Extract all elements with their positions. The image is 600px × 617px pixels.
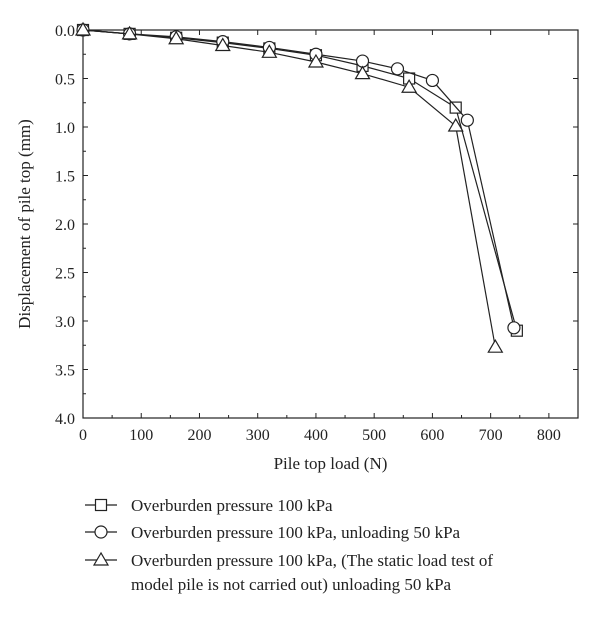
y-tick-label: 3.0 bbox=[55, 314, 75, 331]
data-point-triangle bbox=[261, 44, 278, 58]
x-tick-label: 700 bbox=[479, 427, 503, 444]
x-tick-label: 0 bbox=[79, 427, 87, 444]
data-point-triangle bbox=[74, 21, 92, 36]
legend-item: Overburden pressure 100 kPa bbox=[85, 496, 333, 515]
data-point-triangle bbox=[447, 117, 464, 132]
data-point-triangle bbox=[168, 30, 185, 45]
data-point-triangle bbox=[487, 338, 504, 353]
data-point-circle bbox=[460, 113, 474, 127]
legend-item: Overburden pressure 100 kPa, unloading 5… bbox=[85, 523, 461, 542]
y-tick-label: 1.0 bbox=[55, 120, 75, 137]
data-point-circle bbox=[355, 54, 370, 68]
series-layer bbox=[74, 21, 523, 353]
y-tick-label: 2.5 bbox=[55, 266, 75, 283]
data-point-circle bbox=[507, 321, 521, 335]
series-line bbox=[82, 29, 496, 348]
x-tick-label: 500 bbox=[362, 427, 386, 444]
x-axis-title: Pile top load (N) bbox=[274, 454, 388, 473]
legend-label: Overburden pressure 100 kPa, unloading 5… bbox=[131, 523, 461, 542]
legend-marker-square bbox=[94, 498, 108, 512]
data-point-triangle bbox=[354, 65, 371, 80]
legend-label: model pile is not carried out) unloading… bbox=[131, 575, 452, 594]
x-tick-label: 300 bbox=[246, 427, 270, 444]
y-tick-label: 3.5 bbox=[55, 363, 75, 380]
x-tick-label: 100 bbox=[129, 427, 153, 444]
legend-label: Overburden pressure 100 kPa bbox=[131, 496, 333, 515]
x-axis: 0 100 200 300 400 500 600 700 800 bbox=[79, 30, 561, 444]
data-point-triangle bbox=[307, 53, 324, 68]
plot-area bbox=[82, 29, 579, 419]
series-triangle bbox=[74, 21, 504, 353]
series-circle bbox=[76, 23, 521, 335]
y-axis: 0.0 0.5 1.0 1.5 2.0 2.5 3.0 3.5 4.0 bbox=[55, 23, 578, 428]
x-tick-label: 400 bbox=[304, 427, 328, 444]
series-line bbox=[82, 29, 515, 328]
y-tick-label: 0.5 bbox=[55, 72, 75, 89]
series-square bbox=[76, 23, 523, 337]
plot-frame bbox=[82, 29, 579, 419]
x-tick-label: 200 bbox=[187, 427, 211, 444]
y-tick-label: 1.5 bbox=[55, 169, 75, 186]
legend-marker-triangle bbox=[92, 551, 110, 566]
data-point-triangle bbox=[214, 37, 231, 52]
y-axis-title: Displacement of pile top (mm) bbox=[15, 119, 34, 329]
data-point-circle bbox=[390, 62, 405, 76]
legend-label: Overburden pressure 100 kPa, (The static… bbox=[131, 551, 493, 570]
legend: Overburden pressure 100 kPa Overburden pr… bbox=[85, 496, 493, 594]
data-point-triangle bbox=[121, 25, 138, 40]
series-line bbox=[82, 29, 518, 331]
y-tick-label: 0.0 bbox=[55, 23, 75, 40]
legend-item: Overburden pressure 100 kPa, (The static… bbox=[85, 551, 493, 594]
x-tick-label: 800 bbox=[537, 427, 561, 444]
x-tick-label: 600 bbox=[420, 427, 444, 444]
legend-marker-circle bbox=[94, 525, 108, 539]
data-point-circle bbox=[425, 73, 440, 88]
y-tick-label: 4.0 bbox=[55, 411, 75, 428]
y-tick-label: 2.0 bbox=[55, 217, 75, 234]
data-point-triangle bbox=[401, 79, 418, 93]
